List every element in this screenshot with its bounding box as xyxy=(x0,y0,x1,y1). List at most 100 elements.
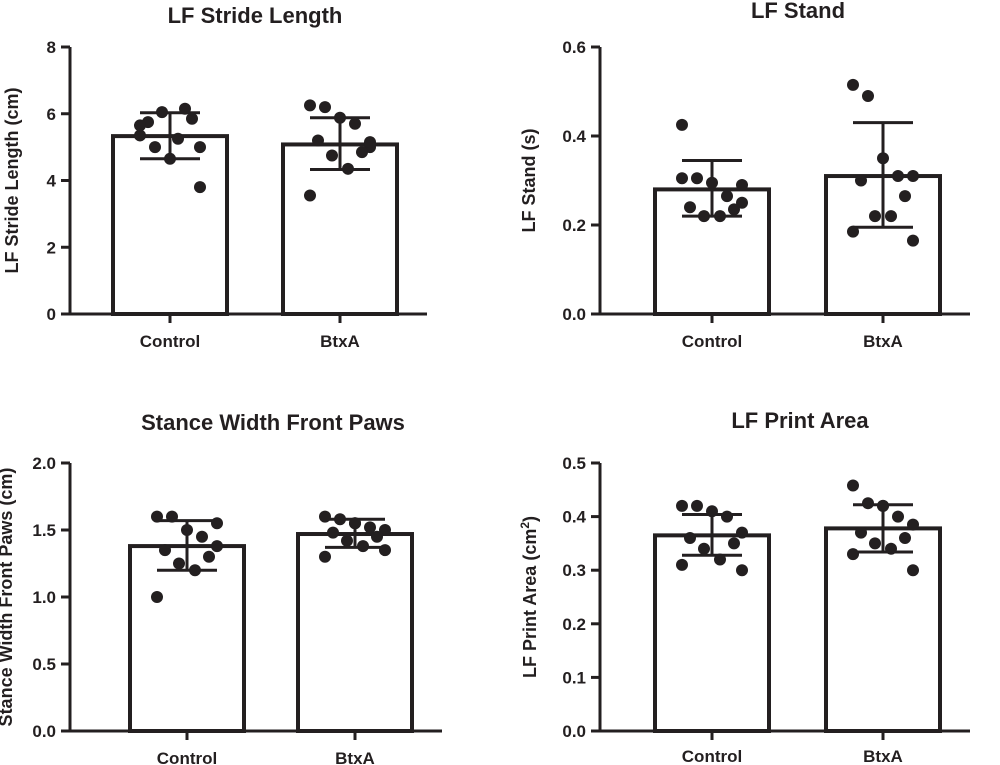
data-point-btxa xyxy=(847,479,859,492)
y-axis-label-text: LF Stride Length (cm) xyxy=(2,88,22,274)
data-point-btxa xyxy=(847,225,859,238)
data-point-control xyxy=(203,550,215,563)
data-point-control xyxy=(706,176,718,189)
x-category-label: BtxA xyxy=(320,332,360,351)
chart-title: LF Stride Length xyxy=(168,3,343,28)
data-point-control xyxy=(698,210,710,223)
y-tick-label: 0.0 xyxy=(562,722,586,741)
data-point-btxa xyxy=(847,548,859,561)
x-category-label: BtxA xyxy=(863,747,903,765)
y-tick-label: 0.0 xyxy=(562,305,586,324)
y-tick-label: 0.1 xyxy=(562,668,586,687)
bar-btxa xyxy=(824,526,942,734)
y-tick-label: 1.0 xyxy=(32,588,56,607)
y-tick-label: 0 xyxy=(47,305,56,324)
data-point-control xyxy=(159,544,171,557)
y-tick-label: 4 xyxy=(47,172,57,191)
data-point-btxa xyxy=(379,544,391,557)
chart-panel-lf-stand: LF Stand LF Stand (s) 0.0 0.2 0.4 0.6 Control B… xyxy=(519,0,970,351)
chart-panel-stance-width-front-paws: Stance Width Front Paws Stance Width Fron… xyxy=(0,410,442,765)
y-axis-label-text: LF Stand (s) xyxy=(519,129,539,233)
x-category-label: Control xyxy=(682,332,742,351)
data-point-btxa xyxy=(379,524,391,536)
x-category-label: BtxA xyxy=(335,749,375,765)
x-category-label: BtxA xyxy=(863,332,903,351)
data-point-btxa xyxy=(899,532,911,545)
data-point-control xyxy=(196,530,208,543)
data-point-control xyxy=(691,499,703,512)
data-point-control xyxy=(714,553,726,566)
data-point-control xyxy=(698,542,710,555)
data-point-btxa xyxy=(885,210,897,223)
bar-btxa xyxy=(296,532,414,734)
data-point-btxa xyxy=(371,530,383,543)
y-tick-label: 8 xyxy=(47,38,56,57)
data-point-btxa xyxy=(304,99,316,112)
y-tick-label: 1.5 xyxy=(32,521,56,540)
data-point-control xyxy=(151,510,163,523)
data-point-btxa xyxy=(877,499,889,512)
data-point-btxa xyxy=(869,537,881,550)
data-point-btxa xyxy=(855,174,867,187)
data-point-btxa xyxy=(319,550,331,563)
data-point-control xyxy=(684,201,696,214)
y-axis-label: Stance Width Front Paws (cm) xyxy=(0,468,16,727)
data-point-btxa xyxy=(847,78,859,91)
data-point-control xyxy=(164,152,176,165)
chart-panel-lf-stride-length: LF Stride Length LF Stride Length (cm) 0 2 4… xyxy=(2,3,427,351)
data-point-control xyxy=(684,532,696,545)
data-point-control xyxy=(736,196,748,209)
data-point-control xyxy=(728,537,740,550)
data-point-control xyxy=(736,178,748,191)
data-point-btxa xyxy=(327,526,339,539)
data-point-btxa xyxy=(304,189,316,202)
data-point-control xyxy=(736,564,748,577)
bar-control xyxy=(653,533,771,733)
y-tick-label: 0.5 xyxy=(32,655,56,674)
data-point-btxa xyxy=(892,510,904,523)
data-point-btxa xyxy=(907,518,919,531)
y-tick-label: 0.6 xyxy=(562,38,586,57)
chart-panel-lf-print-area: LF Print Area LF Print Area (cm2) 0.0 0.1 0.… xyxy=(518,408,970,765)
data-point-control xyxy=(728,203,740,216)
data-point-btxa xyxy=(364,521,376,534)
data-point-control xyxy=(134,129,146,142)
data-point-btxa xyxy=(349,517,361,530)
y-axis-label: LF Stride Length (cm) xyxy=(2,88,22,274)
chart-title: LF Print Area xyxy=(731,408,869,433)
data-point-btxa xyxy=(341,534,353,547)
y-axis-label-text: Stance Width Front Paws (cm) xyxy=(0,468,16,727)
y-axis-label: LF Print Area (cm2) xyxy=(518,516,540,678)
data-point-btxa xyxy=(862,497,874,510)
data-point-btxa xyxy=(862,89,874,102)
data-point-control xyxy=(151,591,163,603)
data-point-btxa xyxy=(892,170,904,183)
data-point-control xyxy=(676,499,688,512)
data-point-btxa xyxy=(326,149,338,162)
x-category-label: Control xyxy=(140,332,200,351)
chart-title: Stance Width Front Paws xyxy=(141,410,405,435)
data-point-control xyxy=(194,141,206,154)
data-point-btxa xyxy=(319,101,331,114)
y-tick-label: 0.3 xyxy=(562,561,586,580)
data-point-control xyxy=(172,132,184,145)
data-point-control xyxy=(721,190,733,203)
y-tick-label: 0.2 xyxy=(562,216,586,235)
data-point-btxa xyxy=(855,526,867,539)
data-point-control xyxy=(721,510,733,523)
data-point-btxa xyxy=(885,542,897,555)
data-point-control xyxy=(714,210,726,223)
data-point-control xyxy=(676,558,688,571)
data-point-btxa xyxy=(907,564,919,577)
data-point-btxa xyxy=(334,513,346,526)
data-point-btxa xyxy=(319,510,331,523)
data-point-btxa xyxy=(869,210,881,223)
data-point-btxa xyxy=(356,146,368,159)
data-point-btxa xyxy=(364,136,376,149)
data-point-control xyxy=(166,510,178,523)
data-point-control xyxy=(149,141,161,154)
y-tick-label: 0.2 xyxy=(562,615,586,634)
data-point-control xyxy=(736,526,748,539)
data-point-control xyxy=(676,118,688,131)
